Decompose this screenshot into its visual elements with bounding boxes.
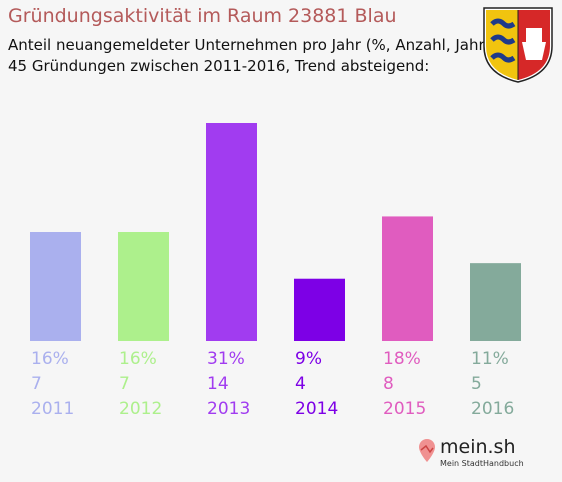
percent-label-2013: 31% — [207, 349, 245, 369]
percent-label-2012: 16% — [119, 349, 157, 369]
year-label-2014: 2014 — [295, 399, 338, 419]
count-label-2016: 5 — [471, 374, 482, 394]
logo-tagline: Mein StadtHandbuch — [440, 459, 524, 468]
count-label-2014: 4 — [295, 374, 306, 394]
bar-2016 — [470, 263, 521, 341]
year-label-2011: 2011 — [31, 399, 74, 419]
coat-of-arms-icon — [482, 6, 554, 84]
bar-2015 — [382, 216, 433, 341]
chart-subtitle-line2: 45 Gründungen zwischen 2011-2016, Trend … — [8, 57, 430, 75]
percent-label-2011: 16% — [31, 349, 69, 369]
bar-2011 — [30, 232, 81, 341]
chart-title: Gründungsaktivität im Raum 23881 Blau — [8, 5, 397, 27]
bar-2014 — [294, 278, 345, 341]
bar-2012 — [118, 232, 169, 341]
chart-subtitle-line1: Anteil neuangemeldeter Unternehmen pro J… — [8, 36, 491, 54]
year-label-2012: 2012 — [119, 399, 162, 419]
count-label-2011: 7 — [31, 374, 42, 394]
mein-sh-logo[interactable]: mein.sh Mein StadtHandbuch — [418, 436, 528, 476]
percent-label-2015: 18% — [383, 349, 421, 369]
year-label-2013: 2013 — [207, 399, 250, 419]
logo-wordmark: mein.sh — [440, 436, 516, 458]
year-label-2016: 2016 — [471, 399, 514, 419]
count-label-2012: 7 — [119, 374, 130, 394]
year-label-2015: 2015 — [383, 399, 426, 419]
count-label-2013: 14 — [207, 374, 229, 394]
bar-2013 — [206, 123, 257, 341]
map-marker-icon — [419, 439, 435, 462]
percent-label-2014: 9% — [295, 349, 322, 369]
percent-label-2016: 11% — [471, 349, 509, 369]
count-label-2015: 8 — [383, 374, 394, 394]
